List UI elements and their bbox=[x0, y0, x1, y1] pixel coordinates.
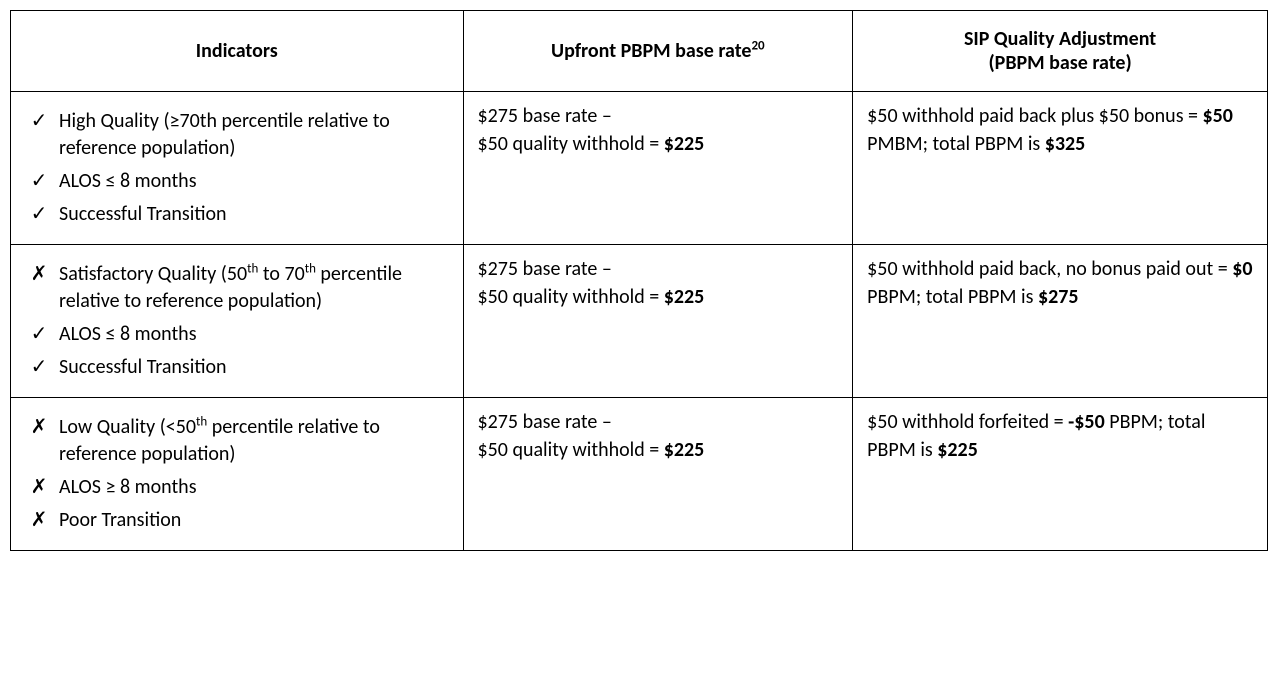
indicator-text: Satisfactory Quality (50th to 70th perce… bbox=[59, 262, 402, 313]
indicator-text: ALOS ≤ 8 months bbox=[59, 169, 197, 193]
sip-bold2: $275 bbox=[1038, 285, 1079, 309]
cell-indicators: ✓ High Quality (≥70th percentile relativ… bbox=[11, 92, 464, 245]
table-row: ✗ Low Quality (<50th percentile relative… bbox=[11, 398, 1268, 551]
indicator-text: ALOS ≤ 8 months bbox=[59, 322, 197, 346]
header-upfront-footnote: 20 bbox=[751, 38, 764, 53]
upfront-line2-pre: $50 quality withhold = bbox=[478, 438, 664, 462]
list-item: ✓ High Quality (≥70th percentile relativ… bbox=[25, 108, 449, 162]
cross-icon: ✗ bbox=[27, 261, 51, 288]
header-upfront: Upfront PBPM base rate20 bbox=[463, 11, 853, 92]
header-upfront-text: Upfront PBPM base rate bbox=[551, 39, 751, 63]
cell-upfront: $275 base rate – $50 quality withhold = … bbox=[463, 398, 853, 551]
pbpm-table: Indicators Upfront PBPM base rate20 SIP … bbox=[10, 10, 1268, 551]
list-item: ✗ ALOS ≥ 8 months bbox=[25, 474, 449, 501]
sip-seg1: $50 withhold paid back, no bonus paid ou… bbox=[867, 257, 1232, 281]
sip-bold1: $50 bbox=[1203, 104, 1233, 128]
check-icon: ✓ bbox=[27, 201, 51, 228]
sip-seg2: PBPM; total PBPM is bbox=[867, 285, 1038, 309]
cell-sip: $50 withhold paid back plus $50 bonus = … bbox=[853, 92, 1268, 245]
cross-icon: ✗ bbox=[27, 474, 51, 501]
sip-bold2: $225 bbox=[937, 438, 978, 462]
cell-upfront: $275 base rate – $50 quality withhold = … bbox=[463, 245, 853, 398]
header-row: Indicators Upfront PBPM base rate20 SIP … bbox=[11, 11, 1268, 92]
cross-icon: ✗ bbox=[27, 414, 51, 441]
upfront-line2-pre: $50 quality withhold = bbox=[478, 132, 664, 156]
indicator-text: Poor Transition bbox=[59, 508, 181, 532]
upfront-amount: $225 bbox=[664, 438, 705, 462]
indicator-text: High Quality (≥70th percentile relative … bbox=[59, 109, 390, 160]
cell-sip: $50 withhold forfeited = -$50 PBPM; tota… bbox=[853, 398, 1268, 551]
table-row: ✗ Satisfactory Quality (50th to 70th per… bbox=[11, 245, 1268, 398]
header-indicators: Indicators bbox=[11, 11, 464, 92]
list-item: ✓ Successful Transition bbox=[25, 201, 449, 228]
check-icon: ✓ bbox=[27, 108, 51, 135]
sip-bold1: -$50 bbox=[1068, 410, 1105, 434]
upfront-line1: $275 base rate – bbox=[478, 410, 612, 434]
upfront-amount: $225 bbox=[664, 132, 705, 156]
list-item: ✓ ALOS ≤ 8 months bbox=[25, 168, 449, 195]
upfront-amount: $225 bbox=[664, 285, 705, 309]
sip-bold2: $325 bbox=[1045, 132, 1086, 156]
indicator-text: ALOS ≥ 8 months bbox=[59, 475, 197, 499]
indicator-text: Successful Transition bbox=[59, 202, 227, 226]
sip-bold1: $0 bbox=[1232, 257, 1252, 281]
check-icon: ✓ bbox=[27, 354, 51, 381]
header-sip: SIP Quality Adjustment (PBPM base rate) bbox=[853, 11, 1268, 92]
upfront-line1: $275 base rate – bbox=[478, 257, 612, 281]
upfront-line1: $275 base rate – bbox=[478, 104, 612, 128]
cross-icon: ✗ bbox=[27, 507, 51, 534]
header-sip-line2: (PBPM base rate) bbox=[863, 51, 1257, 75]
upfront-line2-pre: $50 quality withhold = bbox=[478, 285, 664, 309]
check-icon: ✓ bbox=[27, 168, 51, 195]
check-icon: ✓ bbox=[27, 321, 51, 348]
cell-upfront: $275 base rate – $50 quality withhold = … bbox=[463, 92, 853, 245]
list-item: ✓ Successful Transition bbox=[25, 354, 449, 381]
sip-seg1: $50 withhold forfeited = bbox=[867, 410, 1068, 434]
sip-seg1: $50 withhold paid back plus $50 bonus = bbox=[867, 104, 1202, 128]
list-item: ✓ ALOS ≤ 8 months bbox=[25, 321, 449, 348]
sip-seg2: PMBM; total PBPM is bbox=[867, 132, 1045, 156]
list-item: ✗ Satisfactory Quality (50th to 70th per… bbox=[25, 261, 449, 315]
indicator-text: Low Quality (<50th percentile relative t… bbox=[59, 415, 380, 466]
cell-indicators: ✗ Low Quality (<50th percentile relative… bbox=[11, 398, 464, 551]
table-row: ✓ High Quality (≥70th percentile relativ… bbox=[11, 92, 1268, 245]
list-item: ✗ Poor Transition bbox=[25, 507, 449, 534]
list-item: ✗ Low Quality (<50th percentile relative… bbox=[25, 414, 449, 468]
cell-indicators: ✗ Satisfactory Quality (50th to 70th per… bbox=[11, 245, 464, 398]
header-sip-line1: SIP Quality Adjustment bbox=[863, 27, 1257, 51]
indicator-text: Successful Transition bbox=[59, 355, 227, 379]
cell-sip: $50 withhold paid back, no bonus paid ou… bbox=[853, 245, 1268, 398]
